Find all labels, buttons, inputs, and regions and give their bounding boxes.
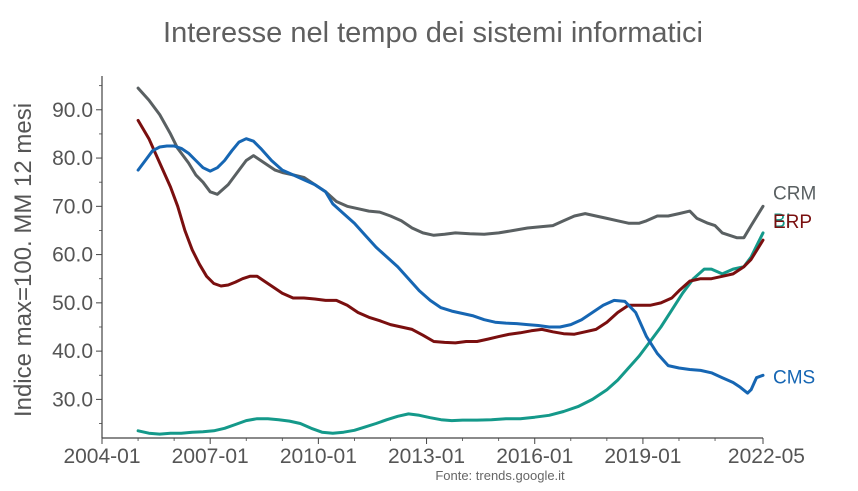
series-label-bi: BI: [773, 211, 791, 232]
x-tick-label: 2004-01: [63, 445, 140, 468]
series-line-bi: [136, 231, 765, 436]
series-label-erp: ERP: [773, 212, 812, 233]
series-line-erp: [136, 118, 765, 345]
x-tick-label: 2013-01: [388, 445, 465, 468]
series-line-cms: [136, 137, 765, 395]
y-tick-label: 30.0: [52, 388, 93, 411]
y-axis-label: Indice max=100. MM 12 mesi: [10, 103, 37, 417]
y-tick-label: 60.0: [52, 244, 93, 267]
series-line-crm: [136, 86, 765, 240]
x-tick-label: 2022-05: [728, 445, 805, 468]
series-label-cms: CMS: [773, 367, 815, 388]
y-tick-label: 50.0: [52, 292, 93, 315]
series-label-crm: CRM: [773, 183, 816, 204]
source-note: Fonte: trends.google.it: [435, 468, 565, 483]
x-tick-label: 2010-01: [280, 445, 357, 468]
x-tick-label: 2016-01: [496, 445, 573, 468]
chart-title: Interesse nel tempo dei sistemi informat…: [163, 17, 703, 49]
y-tick-label: 90.0: [52, 99, 93, 122]
x-tick-label: 2007-01: [172, 445, 249, 468]
series-lines: [136, 86, 765, 436]
y-tick-label: 40.0: [52, 340, 93, 363]
x-tick-label: 2019-01: [604, 445, 681, 468]
axes: 30.0 40.0 50.0 60.0 70.0 80.0 90.0 2004-01 2007-…: [52, 76, 805, 468]
y-tick-label: 80.0: [52, 147, 93, 170]
y-tick-label: 70.0: [52, 195, 93, 218]
